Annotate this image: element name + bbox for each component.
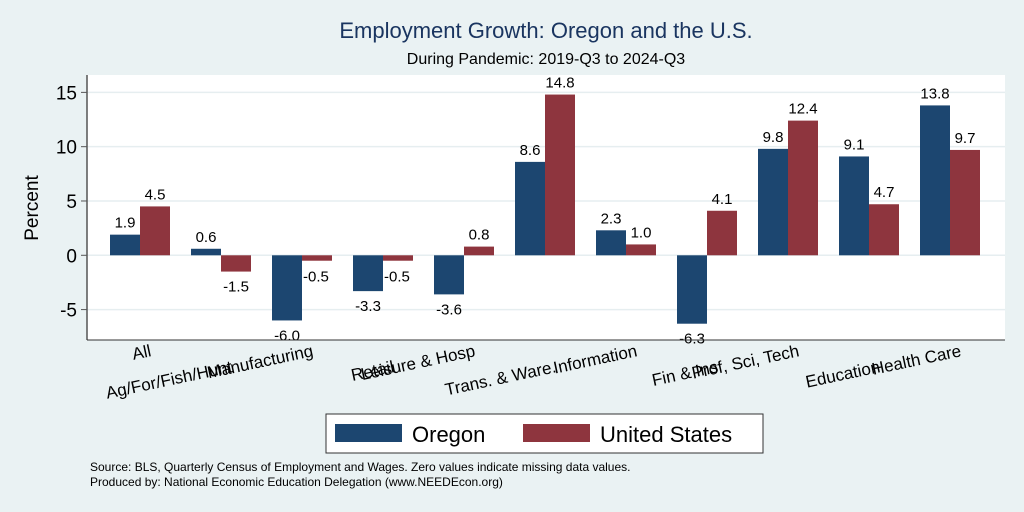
data-label: 0.8 — [469, 227, 490, 244]
bar-united-states — [707, 210, 737, 256]
bar-oregon — [434, 255, 464, 295]
y-axis-label: Percent — [22, 175, 43, 241]
bar-oregon — [110, 234, 140, 256]
data-label: 2.3 — [601, 210, 622, 227]
data-label: 12.4 — [788, 101, 817, 118]
data-label: 9.8 — [763, 129, 784, 146]
y-tick-label: 5 — [66, 192, 77, 213]
bar-oregon — [920, 105, 950, 256]
data-label: 9.7 — [955, 130, 976, 147]
x-tick-label: Trans. & Ware. — [443, 357, 558, 399]
data-label: -1.5 — [223, 279, 249, 296]
data-label: 0.6 — [196, 229, 217, 246]
bar-united-states — [788, 120, 818, 256]
chart-subtitle: During Pandemic: 2019-Q3 to 2024-Q3 — [406, 51, 686, 68]
bar-oregon — [353, 255, 383, 292]
bar-united-states — [221, 255, 251, 272]
bar-united-states — [140, 206, 170, 256]
bar-oregon — [596, 230, 626, 256]
data-label: -0.5 — [384, 268, 410, 285]
bar-oregon — [839, 156, 869, 256]
data-label: -0.5 — [303, 268, 329, 285]
data-label: 14.8 — [545, 75, 574, 92]
bar-united-states — [950, 149, 980, 256]
data-label: -3.3 — [355, 298, 381, 315]
bar-oregon — [758, 148, 788, 256]
produced-by-note: Produced by: National Economic Education… — [90, 475, 503, 489]
bar-united-states — [464, 246, 494, 256]
data-label: -3.6 — [436, 301, 462, 318]
data-label: 4.7 — [874, 184, 895, 201]
data-label: 4.5 — [145, 186, 166, 203]
data-label: -6.3 — [679, 331, 705, 348]
x-tick-label: Information — [552, 341, 639, 377]
bar-oregon — [677, 255, 707, 324]
bar-united-states — [869, 204, 899, 256]
y-tick-label: 10 — [56, 138, 77, 159]
y-tick-label: 15 — [56, 83, 77, 104]
y-tick-label: -5 — [60, 301, 77, 322]
bar-united-states — [545, 94, 575, 256]
data-label: -6.0 — [274, 327, 300, 344]
data-label: 9.1 — [844, 136, 865, 153]
x-tick-label: All — [130, 341, 152, 364]
x-tick-label: Manufacturing — [206, 341, 315, 382]
x-tick-label: Prof, Sci, Tech — [690, 341, 801, 382]
bar-oregon — [272, 255, 302, 321]
bar-united-states — [626, 244, 656, 256]
data-label: 1.9 — [115, 215, 136, 232]
data-label: 8.6 — [520, 142, 541, 159]
y-tick-label: 0 — [66, 246, 77, 267]
legend-label-oregon: Oregon — [412, 422, 485, 447]
bar-oregon — [191, 248, 221, 256]
bar-united-states — [302, 255, 332, 261]
source-note: Source: BLS, Quarterly Census of Employm… — [90, 460, 631, 474]
data-label: 4.1 — [712, 191, 733, 208]
legend-label-united-states: United States — [600, 422, 732, 447]
x-tick-label: Health Care — [870, 341, 963, 378]
data-label: 13.8 — [920, 85, 949, 102]
data-label: 1.0 — [631, 224, 652, 241]
chart-title: Employment Growth: Oregon and the U.S. — [339, 18, 753, 43]
legend-swatch-oregon — [335, 424, 402, 442]
bar-oregon — [515, 161, 545, 256]
legend: Oregon United States — [325, 413, 764, 454]
bar-united-states — [383, 255, 413, 261]
legend-swatch-united-states — [523, 424, 590, 442]
